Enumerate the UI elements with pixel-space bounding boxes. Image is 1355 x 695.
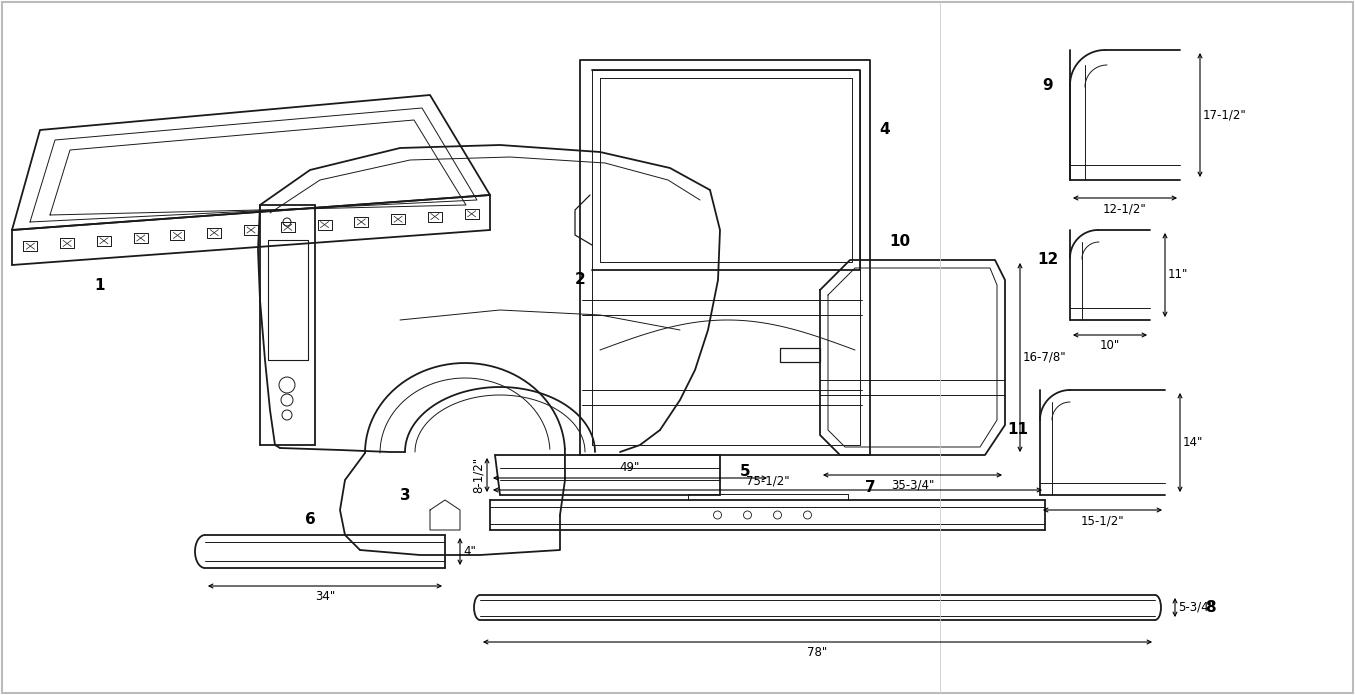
Text: 2: 2 [575, 272, 585, 288]
Text: 35-3/4": 35-3/4" [890, 479, 934, 492]
Text: 6: 6 [305, 512, 316, 528]
Text: 5-3/4": 5-3/4" [1177, 601, 1214, 614]
Text: 10: 10 [889, 234, 911, 250]
Text: 8-1/2": 8-1/2" [472, 457, 485, 493]
Text: 1: 1 [95, 277, 106, 293]
Text: 9: 9 [1043, 78, 1053, 92]
Text: 16-7/8": 16-7/8" [1023, 351, 1066, 364]
Text: 11": 11" [1168, 268, 1188, 281]
Text: 7: 7 [864, 480, 875, 495]
Text: 12-1/2": 12-1/2" [1103, 202, 1146, 215]
Text: 4": 4" [463, 545, 476, 558]
Text: 34": 34" [314, 590, 335, 603]
Text: 15-1/2": 15-1/2" [1081, 514, 1125, 527]
Text: 11: 11 [1008, 423, 1028, 437]
Text: 78": 78" [808, 646, 828, 659]
Text: 4: 4 [879, 122, 890, 138]
Text: 8: 8 [1205, 600, 1215, 615]
Text: 12: 12 [1038, 252, 1058, 268]
Text: 3: 3 [400, 487, 411, 502]
Text: 5: 5 [740, 464, 751, 480]
Text: 17-1/2": 17-1/2" [1203, 108, 1247, 122]
Text: 10": 10" [1100, 339, 1121, 352]
Text: 75-1/2": 75-1/2" [745, 474, 790, 487]
Text: 14": 14" [1183, 436, 1203, 449]
Text: 49": 49" [619, 461, 640, 474]
